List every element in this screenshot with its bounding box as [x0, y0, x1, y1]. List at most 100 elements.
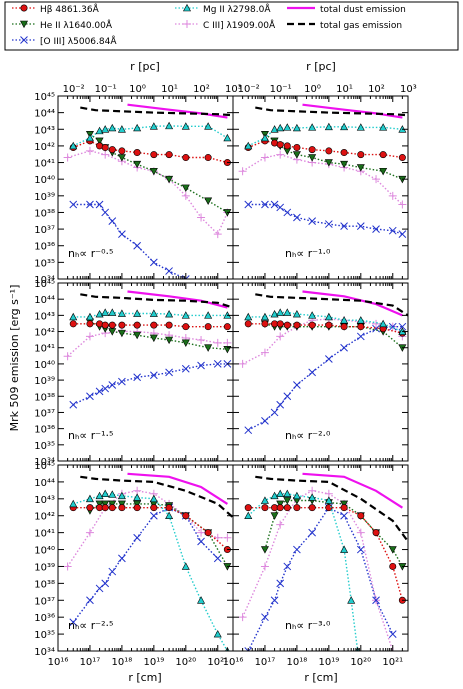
series-line — [302, 472, 403, 509]
data-point — [133, 500, 142, 509]
series — [80, 293, 233, 309]
data-point — [293, 381, 301, 389]
data-point — [182, 323, 190, 331]
data-point — [101, 308, 110, 316]
data-point — [276, 520, 285, 529]
y-tick-label: 10³⁶ — [34, 425, 55, 436]
series-line — [255, 293, 408, 317]
data-point — [214, 292, 221, 299]
data-point — [86, 504, 94, 512]
series-line — [248, 203, 403, 235]
y-tick-label: 10³⁷ — [34, 408, 55, 419]
data-point — [133, 373, 142, 382]
data-point — [20, 36, 28, 44]
data-point — [260, 546, 269, 554]
data-point — [372, 225, 380, 233]
series — [69, 503, 222, 627]
y-tick-label: 10³⁹ — [34, 192, 55, 203]
data-point — [108, 328, 117, 336]
axes — [232, 464, 409, 652]
x-tick-label: 10²¹ — [207, 657, 228, 668]
x-tick-label: 10¹⁷ — [255, 657, 276, 668]
data-point — [276, 489, 285, 498]
data-point — [223, 338, 232, 347]
data-point — [340, 222, 348, 231]
data-point — [181, 364, 190, 373]
legend-box — [4, 1, 459, 51]
data-point — [293, 504, 301, 512]
data-point — [63, 352, 72, 361]
data-point — [204, 344, 213, 352]
data-point — [283, 489, 292, 498]
series — [302, 290, 403, 317]
series — [69, 308, 232, 321]
legend-entry: He II λ1640.00Å — [12, 19, 113, 31]
data-point — [117, 500, 126, 509]
data-point — [379, 167, 388, 176]
data-point — [340, 316, 349, 324]
data-point — [356, 332, 365, 341]
panel: 10⁻² 10⁻¹ 10⁰ 10¹ 10² 10³ nₕ∝ r⁻¹·⁰ — [232, 84, 417, 280]
data-point — [388, 191, 397, 200]
axes — [232, 282, 409, 462]
y-tick-label: 10³⁹ — [34, 376, 55, 387]
series-line — [241, 490, 394, 651]
data-point — [101, 384, 110, 393]
panel-annotation: nₕ∝ r⁻²·⁰ — [285, 429, 331, 442]
data-point — [69, 618, 78, 627]
x-tick-label: 10²⁰ — [350, 657, 371, 668]
y-tick-label: 10³⁴ — [34, 275, 55, 286]
data-point — [85, 312, 94, 321]
data-point — [388, 630, 397, 638]
data-point — [379, 319, 388, 328]
data-point — [101, 125, 110, 133]
panel: nₕ∝ r⁻²·⁰ — [232, 282, 409, 462]
data-point — [324, 220, 333, 228]
data-point — [292, 309, 301, 318]
data-point — [398, 322, 407, 331]
data-point — [197, 596, 206, 604]
data-point — [204, 122, 213, 130]
y-tick-label: 10⁴⁰ — [34, 546, 55, 557]
data-point — [260, 133, 269, 142]
data-point — [325, 147, 333, 155]
data-point — [308, 217, 317, 226]
data-point — [150, 151, 158, 159]
data-point — [308, 321, 316, 329]
data-point — [340, 122, 349, 131]
data-point — [340, 500, 349, 509]
data-point — [204, 323, 212, 331]
data-point — [86, 392, 94, 401]
series — [244, 489, 360, 651]
data-point — [108, 381, 117, 389]
data-point — [95, 137, 104, 146]
data-point — [101, 144, 109, 152]
series-line — [72, 140, 228, 164]
data-point — [388, 546, 397, 554]
x-axis-label-top: r [pc] — [306, 60, 336, 73]
series — [80, 106, 233, 117]
data-point — [101, 579, 110, 588]
data-point — [357, 151, 365, 159]
y-tick-label: 10⁴⁴ — [34, 295, 55, 306]
y-tick-label: 10³⁷ — [34, 596, 55, 607]
data-point — [292, 123, 301, 132]
data-point — [108, 504, 116, 512]
data-point — [118, 321, 126, 329]
panel-frame — [232, 464, 409, 652]
y-tick-label: 10⁴⁴ — [34, 109, 55, 120]
y-tick-label: 10⁴⁰ — [34, 360, 55, 371]
data-point — [379, 123, 388, 131]
series — [302, 103, 403, 119]
legend: Hβ 4861.36Å He II λ1640.00Å [O III] λ5006.… — [4, 1, 459, 51]
series-line — [80, 475, 233, 519]
y-tick-label: 10³⁸ — [34, 392, 55, 403]
data-point — [276, 320, 284, 328]
data-point — [118, 504, 126, 512]
data-point — [118, 230, 126, 238]
data-point — [276, 123, 285, 132]
data-point — [165, 504, 173, 512]
x-tick-label: 10¹⁷ — [80, 657, 101, 668]
data-point — [324, 355, 333, 363]
data-point — [244, 426, 253, 435]
